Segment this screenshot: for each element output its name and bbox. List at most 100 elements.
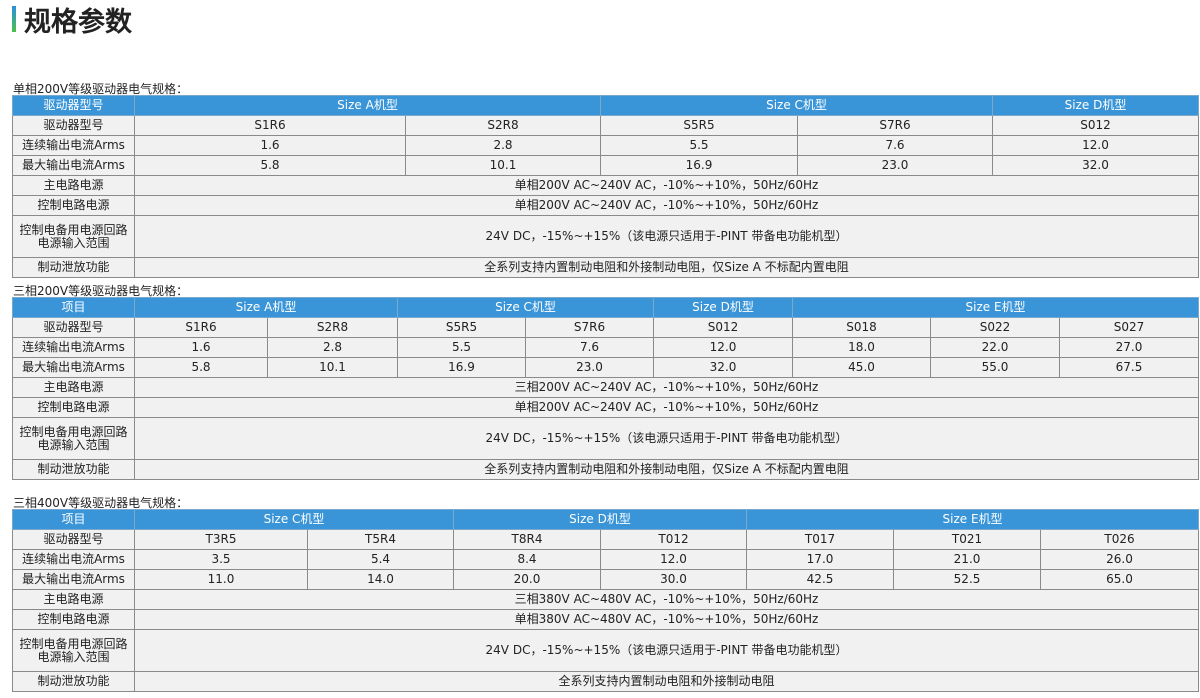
merged-value-cell: 三相380V AC~480V AC，-10%~+10%，50Hz/60Hz: [134, 589, 1199, 610]
value-cell: 16.9: [600, 155, 799, 176]
value-cell: S1R6: [134, 317, 268, 338]
value-cell: T8R4: [453, 529, 602, 550]
value-cell: S027: [1059, 317, 1199, 338]
value-cell: S018: [792, 317, 932, 338]
value-cell: 32.0: [992, 155, 1199, 176]
value-cell: 7.6: [525, 337, 655, 358]
header-cell: Size D机型: [653, 297, 794, 318]
merged-value-cell: 24V DC，-15%~+15%（该电源只适用于-PINT 带备电功能机型）: [134, 629, 1199, 672]
row-label: 连续输出电流Arms: [12, 337, 135, 358]
spec-table-three-400v: 项目 Size C机型 Size D机型 Size E机型 驱动器型号 T3R5 T5R4 T…: [12, 509, 1199, 692]
table-row: 主电路电源 单相200V AC~240V AC，-10%~+10%，50Hz/60…: [12, 175, 1199, 196]
value-cell: S2R8: [266, 317, 399, 338]
value-cell: 5.4: [306, 549, 455, 570]
value-cell: 30.0: [600, 569, 748, 590]
row-label: 制动泄放功能: [12, 671, 135, 692]
header-cell: 项目: [12, 509, 135, 530]
value-cell: 1.6: [134, 337, 268, 358]
value-cell: 22.0: [930, 337, 1061, 358]
value-cell: 42.5: [746, 569, 895, 590]
section-title-single-200v: 单相200V等级驱动器电气规格：: [13, 82, 189, 96]
header-cell: Size E机型: [792, 297, 1199, 318]
merged-value-cell: 单相380V AC~480V AC，-10%~+10%，50Hz/60Hz: [134, 609, 1199, 630]
table-row: 最大输出电流Arms 5.8 10.1 16.9 23.0 32.0 45.0 55.0 67.…: [12, 357, 1199, 378]
row-label: 最大输出电流Arms: [12, 357, 135, 378]
value-cell: 12.0: [600, 549, 748, 570]
value-cell: 11.0: [134, 569, 308, 590]
value-cell: 17.0: [746, 549, 895, 570]
value-cell: 5.5: [600, 135, 799, 156]
merged-value-cell: 24V DC，-15%~+15%（该电源只适用于-PINT 带备电功能机型）: [134, 417, 1199, 460]
table-row: 制动泄放功能 全系列支持内置制动电阻和外接制动电阻: [12, 671, 1199, 692]
row-label: 驱动器型号: [12, 317, 135, 338]
row-label: 控制电路电源: [12, 609, 135, 630]
value-cell: 14.0: [306, 569, 455, 590]
row-label: 连续输出电流Arms: [12, 135, 135, 156]
value-cell: 52.5: [893, 569, 1042, 590]
value-cell: 18.0: [792, 337, 932, 358]
value-cell: 16.9: [397, 357, 527, 378]
value-cell: 27.0: [1059, 337, 1199, 358]
value-cell: S2R8: [404, 115, 602, 136]
spec-table-three-200v: 项目 Size A机型 Size C机型 Size D机型 Size E机型 驱动器型号 S…: [12, 297, 1199, 480]
value-cell: 67.5: [1059, 357, 1199, 378]
header-cell: Size A机型: [133, 95, 602, 116]
row-label: 驱动器型号: [12, 529, 135, 550]
value-cell: S022: [930, 317, 1061, 338]
header-cell: Size E机型: [746, 509, 1199, 530]
value-cell: 2.8: [266, 337, 399, 358]
row-label: 控制电路电源: [12, 397, 135, 418]
value-cell: T021: [893, 529, 1042, 550]
value-cell: 20.0: [453, 569, 602, 590]
value-cell: S5R5: [397, 317, 527, 338]
table-row: 控制电路电源 单相380V AC~480V AC，-10%~+10%，50Hz/6…: [12, 609, 1199, 630]
value-cell: S7R6: [797, 115, 994, 136]
value-cell: T012: [600, 529, 748, 550]
header-cell: Size C机型: [133, 509, 455, 530]
table-row: 最大输出电流Arms 5.8 10.1 16.9 23.0 32.0: [12, 155, 1199, 176]
spec-table-single-200v: 驱动器型号 Size A机型 Size C机型 Size D机型 驱动器型号 S1R6 S2…: [12, 95, 1199, 278]
header-cell: Size C机型: [397, 297, 655, 318]
section-title-three-400v: 三相400V等级驱动器电气规格：: [13, 496, 189, 510]
page-title: 规格参数: [24, 6, 132, 38]
table-row: 控制电备用电源回路 电源输入范围 24V DC，-15%~+15%（该电源只适用于…: [12, 629, 1199, 672]
value-cell: S012: [992, 115, 1199, 136]
value-cell: 2.8: [404, 135, 602, 156]
row-label: 控制电路电源: [12, 195, 135, 216]
value-cell: 12.0: [992, 135, 1199, 156]
row-label: 连续输出电流Arms: [12, 549, 135, 570]
table-row: 驱动器型号 T3R5 T5R4 T8R4 T012 T017 T021 T026: [12, 529, 1199, 550]
table-row: 最大输出电流Arms 11.0 14.0 20.0 30.0 42.5 52.5 65.0: [12, 569, 1199, 590]
table-row: 制动泄放功能 全系列支持内置制动电阻和外接制动电阻，仅Size A 不标配内置电阻: [12, 459, 1199, 480]
merged-value-cell: 单相200V AC~240V AC，-10%~+10%，50Hz/60Hz: [134, 195, 1199, 216]
value-cell: 65.0: [1040, 569, 1199, 590]
page-header: 规格参数: [12, 2, 132, 38]
section-title-three-200v: 三相200V等级驱动器电气规格：: [13, 284, 189, 298]
merged-value-cell: 单相200V AC~240V AC，-10%~+10%，50Hz/60Hz: [134, 175, 1199, 196]
table-row: 驱动器型号 S1R6 S2R8 S5R5 S7R6 S012 S018 S022 S027: [12, 317, 1199, 338]
row-label: 控制电备用电源回路 电源输入范围: [12, 417, 135, 460]
table-row: 驱动器型号 S1R6 S2R8 S5R5 S7R6 S012: [12, 115, 1199, 136]
merged-value-cell: 全系列支持内置制动电阻和外接制动电阻，仅Size A 不标配内置电阻: [134, 459, 1199, 480]
header-row: 驱动器型号 Size A机型 Size C机型 Size D机型: [12, 95, 1199, 116]
value-cell: 12.0: [653, 337, 794, 358]
table-row: 制动泄放功能 全系列支持内置制动电阻和外接制动电阻，仅Size A 不标配内置电阻: [12, 257, 1199, 278]
value-cell: 21.0: [893, 549, 1042, 570]
header-cell: Size C机型: [600, 95, 994, 116]
merged-value-cell: 全系列支持内置制动电阻和外接制动电阻，仅Size A 不标配内置电阻: [134, 257, 1199, 278]
value-cell: 5.5: [397, 337, 527, 358]
row-label: 制动泄放功能: [12, 257, 135, 278]
row-label: 主电路电源: [12, 377, 135, 398]
header-cell: Size D机型: [992, 95, 1199, 116]
value-cell: 5.8: [134, 155, 406, 176]
value-cell: 3.5: [134, 549, 308, 570]
table-row: 连续输出电流Arms 1.6 2.8 5.5 7.6 12.0 18.0 22.0 27.0: [12, 337, 1199, 358]
merged-value-cell: 单相200V AC~240V AC，-10%~+10%，50Hz/60Hz: [134, 397, 1199, 418]
table-row: 控制电路电源 单相200V AC~240V AC，-10%~+10%，50Hz/6…: [12, 195, 1199, 216]
row-label: 控制电备用电源回路 电源输入范围: [12, 215, 135, 258]
value-cell: S7R6: [525, 317, 655, 338]
row-label: 主电路电源: [12, 589, 135, 610]
value-cell: T017: [746, 529, 895, 550]
table-row: 控制电备用电源回路 电源输入范围 24V DC，-15%~+15%（该电源只适用于…: [12, 215, 1199, 258]
row-label: 驱动器型号: [12, 115, 135, 136]
